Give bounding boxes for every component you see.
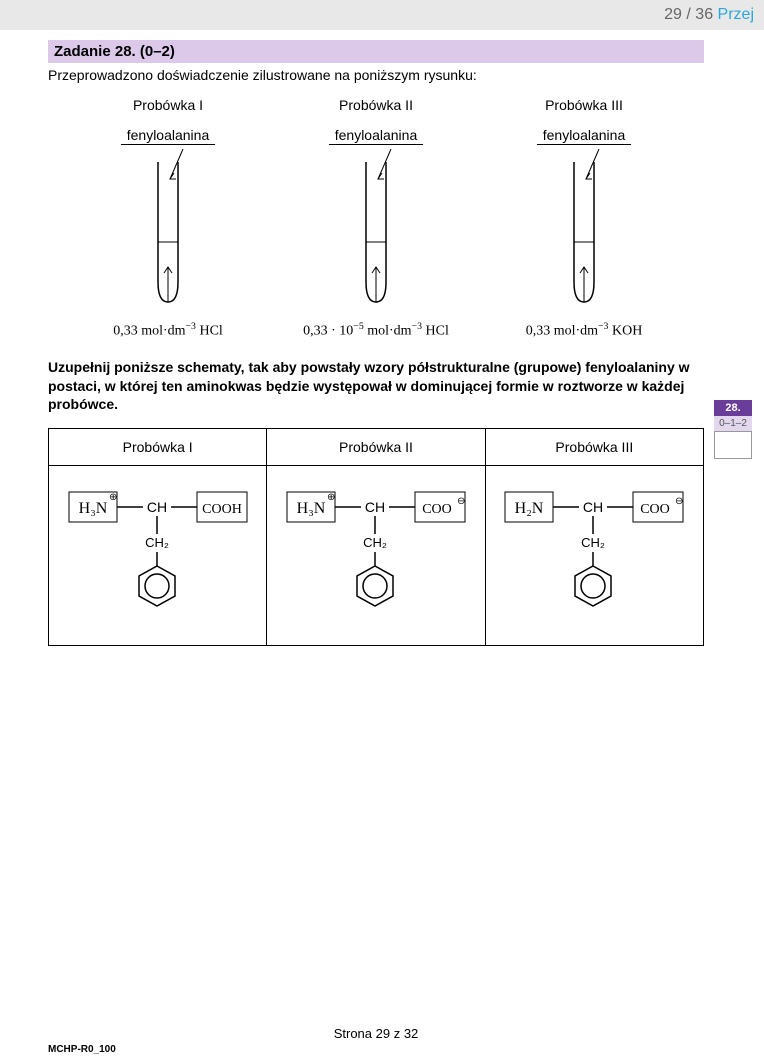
svg-text:COO: COO bbox=[422, 502, 452, 517]
svg-text:⊖: ⊖ bbox=[457, 496, 465, 507]
answer-col-header: Probówka I bbox=[49, 429, 267, 466]
svg-text:⊕: ⊕ bbox=[327, 492, 335, 503]
footer-code: MCHP-R0_100 bbox=[48, 1044, 116, 1055]
svg-text:H₃N: H₃N bbox=[78, 500, 107, 517]
page-indicator-bar: 29 / 36 Przej bbox=[0, 0, 764, 30]
tube-title: Probówka II bbox=[276, 97, 476, 113]
tube-reagent: fenyloalanina bbox=[121, 127, 216, 145]
svg-text:CH₂: CH₂ bbox=[581, 535, 605, 550]
tube-conc: 0,33 mol·dm−3 HCl bbox=[68, 321, 268, 340]
tube-svg bbox=[276, 147, 476, 317]
tube-diagrams: Probówka I fenyloalanina 0,33 mol·dm−3 H… bbox=[68, 97, 684, 340]
svg-text:CH: CH bbox=[583, 499, 603, 515]
score-num: 28. bbox=[714, 400, 752, 416]
tube-3: Probówka III fenyloalanina 0,33 mol·dm−3… bbox=[484, 97, 684, 340]
svg-text:COOH: COOH bbox=[202, 502, 242, 517]
svg-text:CH: CH bbox=[365, 499, 385, 515]
tube-conc: 0,33 mol·dm−3 KOH bbox=[484, 321, 684, 340]
answer-cell: H₃N ⊕ CH COOH CH₂ bbox=[49, 466, 267, 646]
page-content: Zadanie 28. (0–2) Przeprowadzono doświad… bbox=[0, 30, 764, 1061]
tube-2: Probówka II fenyloalanina 0,33 · 10−5 mo… bbox=[276, 97, 476, 340]
footer: Strona 29 z 32 MCHP-R0_100 bbox=[48, 1026, 704, 1041]
answer-cell: H₃N ⊕ CH COO ⊖ CH₂ bbox=[267, 466, 485, 646]
task-intro: Przeprowadzono doświadczenie zilustrowan… bbox=[48, 67, 704, 83]
tube-title: Probówka III bbox=[484, 97, 684, 113]
tube-svg bbox=[484, 147, 684, 317]
svg-text:CH₂: CH₂ bbox=[363, 535, 387, 550]
answer-col-header: Probówka II bbox=[267, 429, 485, 466]
tube-conc: 0,33 · 10−5 mol·dm−3 HCl bbox=[276, 321, 476, 340]
footer-page: Strona 29 z 32 bbox=[48, 1026, 704, 1041]
next-link[interactable]: Przej bbox=[718, 6, 754, 23]
answer-col-header: Probówka III bbox=[485, 429, 703, 466]
task-header: Zadanie 28. (0–2) bbox=[48, 40, 704, 63]
svg-text:H₂N: H₂N bbox=[515, 500, 544, 517]
instructions: Uzupełnij poniższe schematy, tak aby pow… bbox=[48, 358, 704, 415]
svg-text:⊕: ⊕ bbox=[109, 492, 117, 503]
tube-svg bbox=[68, 147, 268, 317]
tube-title: Probówka I bbox=[68, 97, 268, 113]
answer-cell: H₂N CH COO ⊖ CH₂ bbox=[485, 466, 703, 646]
svg-text:H₃N: H₃N bbox=[297, 500, 326, 517]
tube-reagent: fenyloalanina bbox=[537, 127, 632, 145]
answer-table: Probówka I Probówka II Probówka III H₃N … bbox=[48, 428, 704, 646]
svg-text:CH: CH bbox=[147, 499, 167, 515]
score-badge: 28. 0–1–2 bbox=[714, 400, 752, 459]
svg-text:COO: COO bbox=[641, 502, 671, 517]
score-range: 0–1–2 bbox=[714, 416, 752, 431]
svg-text:⊖: ⊖ bbox=[675, 496, 683, 507]
tube-reagent: fenyloalanina bbox=[329, 127, 424, 145]
page-indicator: 29 / 36 bbox=[664, 6, 713, 23]
svg-text:CH₂: CH₂ bbox=[145, 535, 169, 550]
tube-1: Probówka I fenyloalanina 0,33 mol·dm−3 H… bbox=[68, 97, 268, 340]
score-box bbox=[714, 431, 752, 459]
